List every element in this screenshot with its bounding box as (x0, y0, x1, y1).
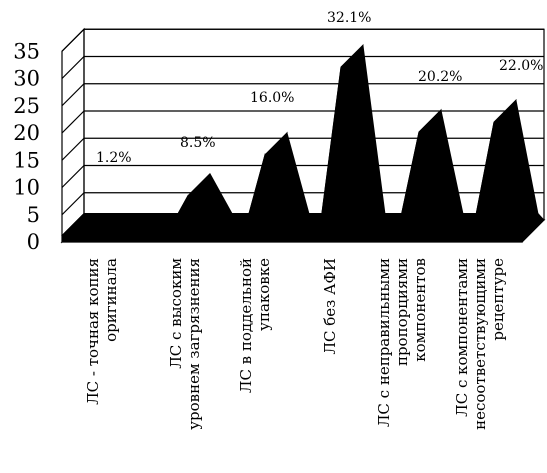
data-label: 1.2% (96, 150, 132, 166)
x-category-label: ЛС с компонентами несоответствующими рецеп… (453, 258, 507, 430)
side-gridline (61, 137, 85, 161)
y-tick-label: 5 (27, 203, 40, 227)
y-tick-label: 20 (13, 121, 40, 145)
y-tick-label: 35 (13, 39, 40, 63)
x-category-label-line: несоответствующими (471, 258, 489, 430)
x-category-label-line: ЛС с высоким (167, 258, 185, 369)
side-gridline (61, 165, 85, 188)
back-wall (83, 28, 545, 221)
x-category-label-line: ЛС - точная копия (84, 258, 102, 405)
x-category-label: ЛС без АФИ (321, 258, 339, 355)
y-tick-label: 15 (13, 148, 40, 172)
x-category-label-line: ЛС с неправильными (375, 258, 393, 427)
x-category-label: ЛС в поддельной упаковке (237, 258, 273, 393)
y-tick-label: 10 (13, 176, 40, 200)
data-label: 20.2% (418, 69, 462, 85)
x-category-label-line: ЛС в поддельной (237, 258, 255, 393)
side-gridline (61, 83, 85, 107)
x-category-label-line: оригинала (102, 258, 120, 342)
area-front-face (61, 66, 524, 243)
x-category-label-line: уровнем загрязнения (185, 258, 203, 430)
x-category-label: ЛС с неправильными пропорциями компонентов (375, 258, 429, 427)
side-gridline (61, 192, 85, 216)
y-axis-ticks: 0 5 10 15 20 25 30 35 (13, 39, 40, 254)
y-tick-label: 30 (13, 67, 40, 91)
data-labels: 1.2% 8.5% 16.0% 32.1% 20.2% 22.0% (96, 10, 543, 166)
x-category-label-line: упаковке (255, 258, 273, 331)
data-label: 8.5% (180, 135, 216, 151)
side-gridline (61, 56, 85, 79)
data-label: 32.1% (327, 10, 371, 26)
series-area (61, 43, 545, 243)
x-category-label-line: пропорциями (393, 258, 411, 366)
x-axis-category-labels: ЛС - точная копия оригинала ЛС с высоким ур… (84, 258, 507, 430)
data-label: 16.0% (250, 90, 294, 106)
x-category-label: ЛС - точная копия оригинала (84, 258, 120, 405)
x-category-label-line: ЛС без АФИ (321, 258, 339, 355)
y-tick-label: 0 (27, 230, 40, 254)
x-category-label: ЛС с высоким уровнем загрязнения (167, 258, 203, 430)
side-gridline (61, 110, 85, 134)
x-category-label-line: рецептуре (489, 258, 507, 341)
side-wall (61, 27, 85, 244)
y-tick-label: 25 (13, 94, 40, 118)
x-category-label-line: ЛС с компонентами (453, 258, 471, 417)
side-gridline (61, 28, 85, 52)
x-category-label-line: компонентов (411, 258, 429, 362)
data-label: 22.0% (499, 58, 543, 74)
gridlines (61, 28, 544, 216)
